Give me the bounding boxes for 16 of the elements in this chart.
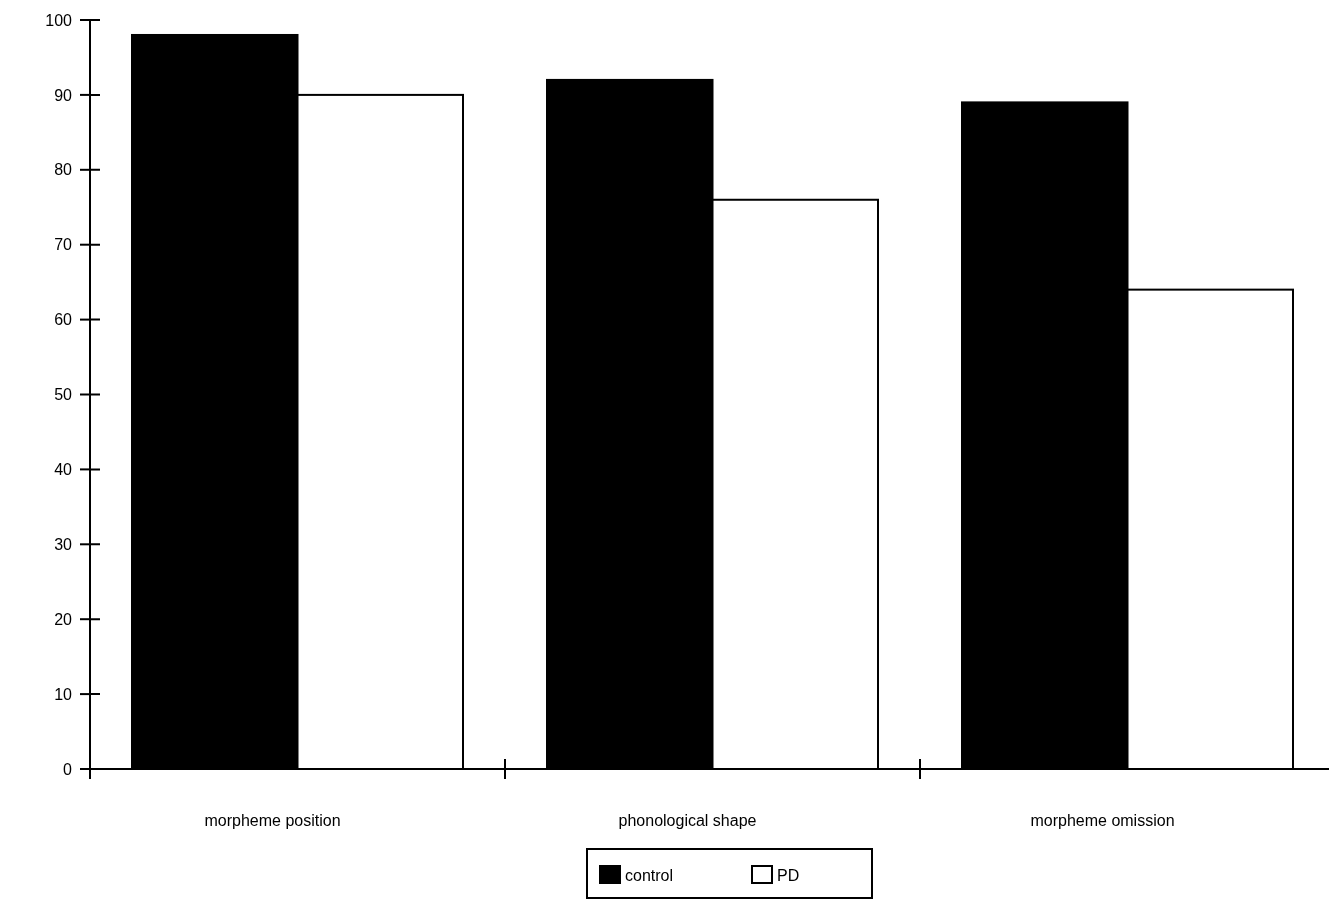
y-tick-label: 70 [54,236,73,254]
y-tick-label: 50 [54,386,73,404]
x-tick-label: phonological shape [618,812,757,829]
legend-label: control [625,866,674,884]
y-tick-label: 60 [54,311,73,329]
y-tick-label: 90 [54,86,73,104]
y-tick-label: 40 [54,461,73,478]
y-tick-label: 10 [54,685,73,703]
y-tick-label: 100 [45,11,73,29]
y-tick-label: 30 [54,535,73,553]
x-tick-label: morpheme position [204,812,341,829]
y-tick-label: 0 [63,760,73,778]
legend-label: PD [777,866,800,884]
y-tick-label: 20 [54,610,73,628]
y-tick-label: 80 [54,161,73,179]
x-tick-label: morpheme omission [1030,812,1175,829]
